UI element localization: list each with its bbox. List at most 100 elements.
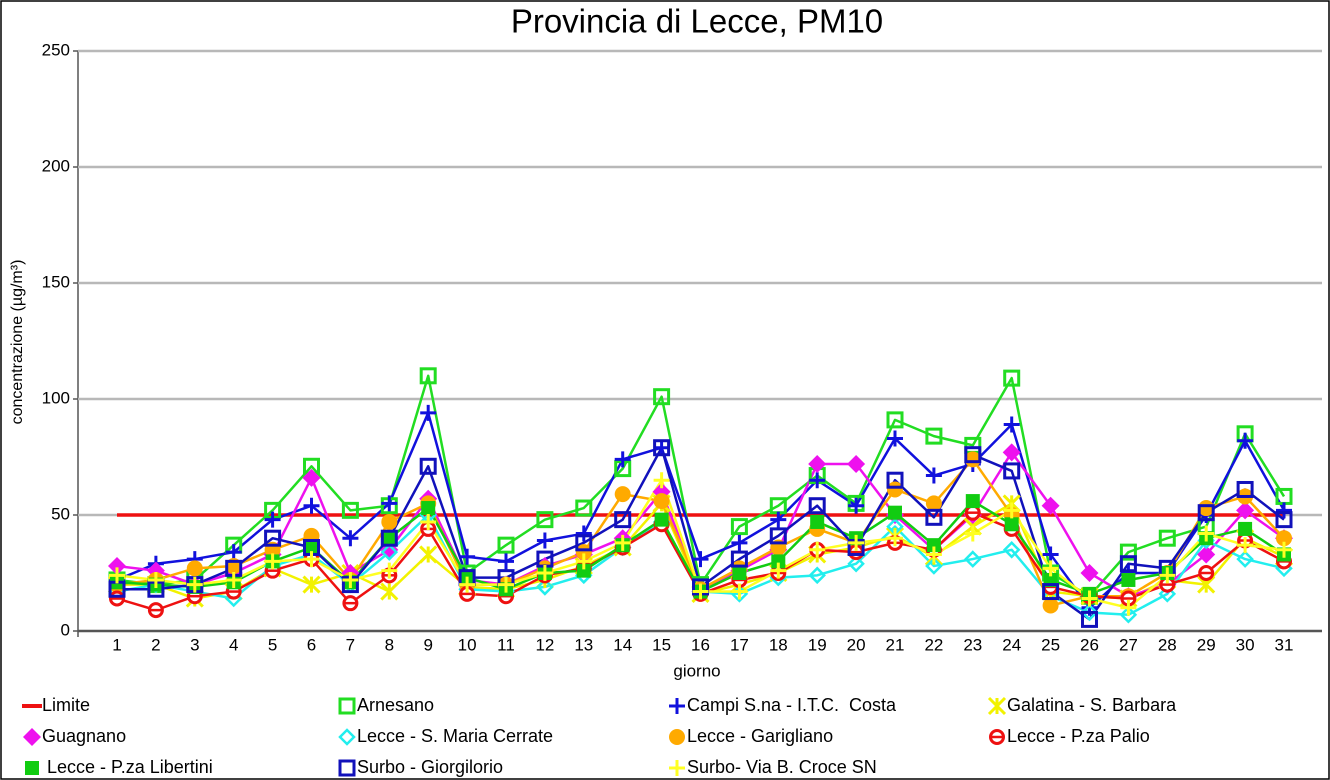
legend-label: Guagnano (42, 726, 126, 746)
marker (692, 583, 709, 600)
marker-shape (1197, 504, 1215, 522)
marker (964, 525, 981, 542)
marker-shape (848, 497, 865, 514)
legend-entry: Surbo - Giorgilorio (338, 757, 503, 777)
marker-shape (887, 430, 903, 447)
x-tick-label: 17 (730, 635, 749, 654)
marker (848, 534, 865, 551)
marker (420, 404, 437, 421)
marker-shape (810, 514, 825, 529)
marker (732, 566, 747, 580)
marker (381, 562, 398, 579)
marker-shape (419, 367, 437, 385)
marker (536, 578, 554, 596)
marker (304, 540, 319, 555)
marker-shape (303, 551, 320, 568)
marker-shape (888, 505, 902, 520)
marker-shape (1003, 462, 1021, 480)
marker-shape (420, 404, 437, 421)
x-tick-label: 18 (769, 635, 788, 654)
marker (1197, 545, 1216, 564)
marker (925, 557, 943, 575)
marker-shape (669, 698, 685, 714)
chart-title: Provincia di Lecce, PM10 (511, 3, 883, 40)
x-tick-label: 28 (1158, 635, 1177, 654)
marker (809, 541, 826, 558)
x-tick-label: 25 (1041, 635, 1060, 654)
marker (575, 544, 592, 561)
marker-shape (925, 467, 942, 484)
marker-shape (809, 541, 826, 558)
marker-shape (341, 501, 359, 519)
y-tick-label: 0 (61, 620, 70, 639)
marker (382, 531, 397, 546)
marker (692, 551, 709, 568)
marker (109, 590, 125, 607)
marker-shape (731, 583, 748, 600)
marker (1159, 567, 1176, 584)
marker-shape (614, 534, 631, 551)
marker-shape (770, 562, 787, 579)
marker (498, 553, 514, 570)
marker (808, 497, 826, 515)
marker-shape (421, 501, 436, 516)
marker-shape (669, 729, 685, 745)
marker (770, 562, 787, 579)
legend-label: Limite (42, 695, 90, 715)
marker-shape (338, 697, 356, 715)
marker (730, 518, 748, 536)
marker-shape (987, 696, 1007, 716)
marker-shape (459, 576, 476, 593)
marker (925, 467, 942, 484)
legend-label: Galatina - S. Barbara (1007, 695, 1177, 715)
marker (1236, 550, 1254, 568)
marker-shape (925, 508, 943, 526)
y-tick-label: 50 (51, 504, 70, 523)
y-tick-label: 250 (42, 40, 70, 59)
marker (1119, 543, 1137, 561)
marker (1237, 537, 1254, 554)
marker (1236, 480, 1254, 498)
marker-shape (575, 544, 592, 561)
marker-shape (964, 451, 981, 468)
marker (1158, 585, 1177, 603)
legend-label: Lecce - P.za Palio (1007, 726, 1150, 746)
marker (419, 457, 437, 475)
marker (338, 697, 356, 715)
marker-shape (1276, 541, 1292, 558)
marker (810, 514, 825, 529)
marker (1276, 502, 1292, 519)
marker-shape (225, 571, 242, 588)
marker-shape (730, 550, 748, 568)
marker-shape (730, 518, 748, 536)
marker (669, 698, 685, 714)
marker-shape (338, 759, 356, 777)
x-tick-label: 31 (1275, 635, 1294, 654)
marker (669, 729, 685, 745)
marker-shape (1275, 511, 1293, 529)
marker (338, 759, 356, 777)
marker (808, 566, 826, 585)
marker-shape (771, 554, 786, 569)
marker (1276, 541, 1292, 558)
marker (1002, 443, 1021, 462)
marker-shape (1236, 550, 1254, 568)
marker-shape (1198, 525, 1215, 542)
marker (731, 583, 748, 600)
marker-shape (808, 454, 827, 473)
marker (1003, 502, 1020, 519)
marker (771, 554, 786, 569)
marker (225, 571, 242, 588)
marker (459, 548, 476, 565)
marker (847, 454, 866, 473)
marker (653, 472, 670, 489)
marker (147, 602, 164, 619)
marker-shape (732, 566, 747, 580)
marker-shape (1237, 432, 1254, 449)
x-tick-label: 26 (1080, 635, 1099, 654)
marker (770, 511, 787, 528)
marker-shape (302, 575, 321, 594)
marker-shape (847, 554, 865, 573)
marker (1042, 583, 1060, 601)
x-tick-label: 2 (151, 635, 160, 654)
